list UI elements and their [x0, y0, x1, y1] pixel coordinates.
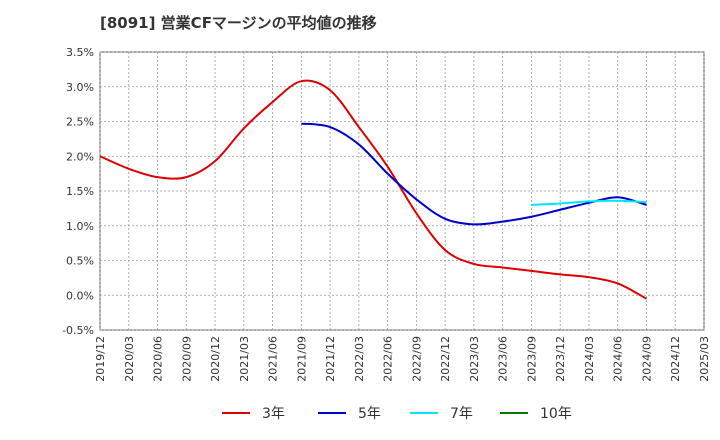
x-axis-ticks: 2019/12 2020/03 2020/06 2020/09 2020/12 2021/… [94, 336, 711, 382]
x-tick-label: 2022/03 [353, 336, 366, 382]
x-tick-label: 2024/06 [612, 336, 625, 382]
x-tick-label: 2020/06 [152, 336, 165, 382]
legend-label-1: 5年 [358, 406, 381, 422]
x-tick-label: 2024/12 [669, 336, 682, 382]
x-tick-label: 2023/06 [497, 336, 510, 382]
x-tick-label: 2021/09 [295, 336, 308, 382]
chart-title: [8091] 営業CFマージンの平均値の推移 [100, 14, 377, 32]
x-tick-label: 2023/12 [554, 336, 567, 382]
y-tick-label: 2.5% [66, 116, 94, 129]
y-tick-label: 1.5% [66, 185, 94, 198]
x-tick-label: 2019/12 [94, 336, 107, 382]
x-tick-label: 2021/03 [238, 336, 251, 382]
x-tick-label: 2025/03 [698, 336, 711, 382]
legend-label-3: 10年 [540, 406, 572, 422]
x-tick-label: 2020/12 [209, 336, 222, 382]
x-tick-label: 2022/12 [439, 336, 452, 382]
series-line-1 [301, 122, 647, 226]
x-tick-label: 2022/06 [382, 336, 395, 382]
series-lines [99, 79, 647, 300]
legend-label-0: 3年 [262, 406, 285, 422]
x-tick-label: 2020/03 [123, 336, 136, 382]
x-tick-label: 2020/09 [180, 336, 193, 382]
y-tick-label: 3.0% [66, 81, 94, 94]
y-tick-label: 2.0% [66, 150, 94, 163]
y-tick-label: 3.5% [66, 46, 94, 59]
x-tick-label: 2022/09 [410, 336, 423, 382]
x-tick-label: 2024/09 [640, 336, 653, 382]
legend-label-2: 7年 [450, 406, 473, 422]
x-tick-label: 2023/09 [525, 336, 538, 382]
x-tick-label: 2024/03 [583, 336, 596, 382]
y-tick-label: 0.5% [66, 255, 94, 268]
y-tick-label: 0.0% [66, 289, 94, 302]
x-tick-label: 2021/06 [267, 336, 280, 382]
grid-lines [99, 51, 705, 331]
series-line-2 [531, 199, 647, 206]
series-line-0 [99, 79, 647, 300]
y-tick-label: -0.5% [62, 324, 94, 337]
legend: 3年 5年 7年 10年 [222, 406, 572, 422]
y-tick-label: 1.0% [66, 220, 94, 233]
y-axis-ticks: -0.5% 0.0% 0.5% 1.0% 1.5% 2.0% 2.5% 3.0% 3.5% [62, 46, 94, 337]
x-tick-label: 2021/12 [324, 336, 337, 382]
x-tick-label: 2023/03 [468, 336, 481, 382]
